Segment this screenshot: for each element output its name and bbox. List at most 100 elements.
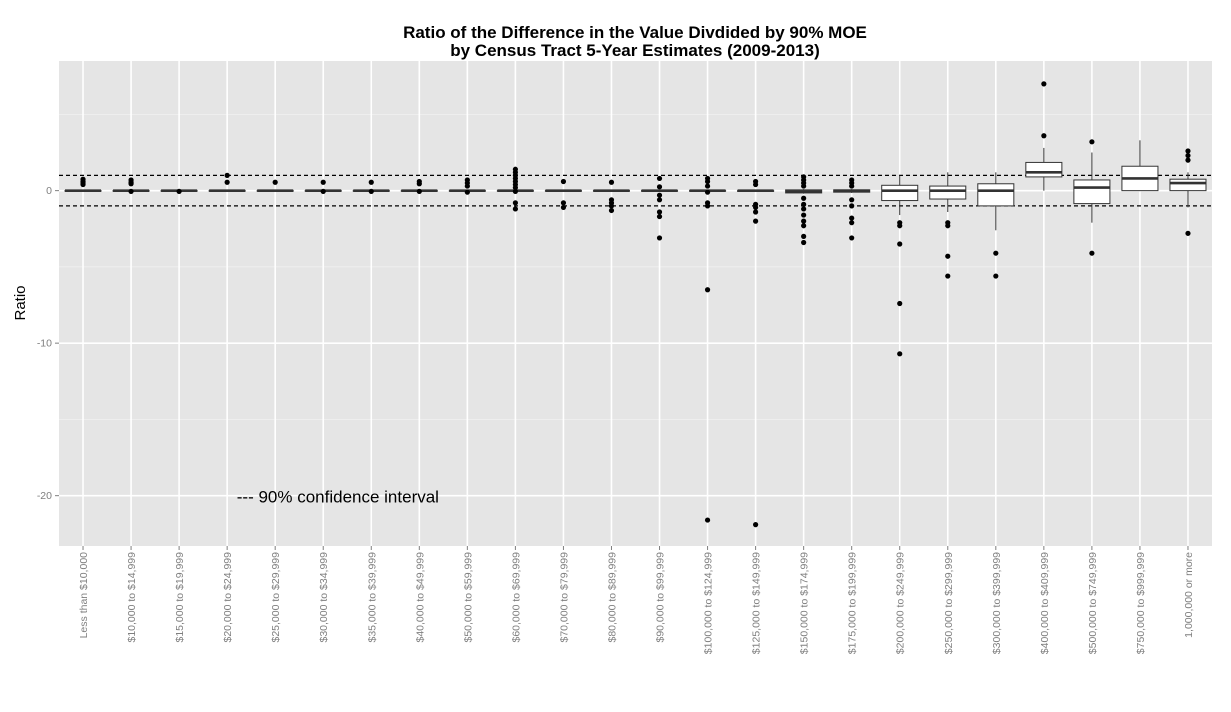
outlier-point: [1089, 139, 1095, 145]
box-1: [64, 189, 102, 192]
outlier-point: [945, 273, 951, 279]
box-17: [833, 189, 871, 193]
outlier-point: [560, 178, 567, 185]
outlier-point: [128, 188, 134, 195]
outlier-point: [1185, 230, 1191, 236]
box-body: [977, 183, 1015, 207]
outlier-point: [512, 206, 518, 212]
outlier-point: [656, 235, 663, 241]
outlier-point: [512, 200, 518, 206]
outlier-point: [608, 207, 615, 214]
outlier-point: [560, 204, 567, 211]
outlier-point: [801, 212, 807, 218]
outlier-point: [849, 235, 855, 241]
outlier-point: [897, 300, 903, 307]
outlier-point: [1185, 148, 1191, 154]
x-tick-label: $300,000 to $399,999: [991, 552, 1003, 654]
outlier-point: [704, 189, 711, 195]
outlier-point: [801, 233, 807, 239]
confidence-interval-annotation: --- 90% confidence interval: [237, 487, 439, 506]
x-tick-label: $70,000 to $79,999: [558, 552, 570, 643]
outlier-point: [897, 351, 903, 357]
outlier-point: [512, 188, 518, 195]
outlier-point: [1089, 250, 1095, 256]
plot-panel: [59, 61, 1212, 546]
outlier-point: [993, 273, 999, 279]
outlier-point: [849, 203, 855, 209]
outlier-point: [945, 253, 951, 259]
x-tick-label: $30,000 to $34,999: [318, 552, 330, 643]
x-tick-label: 1,000,000 or more: [1183, 552, 1195, 638]
x-tick-label: $35,000 to $39,999: [366, 552, 378, 643]
x-tick-label: $90,000 to $99,999: [655, 552, 667, 643]
outlier-point: [753, 218, 759, 224]
outlier-point: [945, 223, 951, 229]
outlier-point: [801, 183, 807, 189]
outlier-point: [320, 188, 326, 195]
outlier-point: [1185, 152, 1191, 159]
x-tick-label: Less than $10,000: [78, 552, 90, 639]
outlier-point: [849, 215, 855, 221]
outlier-point: [656, 175, 663, 182]
box-body: [1169, 178, 1207, 192]
outliers: [80, 81, 1191, 528]
x-tick-label: $25,000 to $29,999: [270, 552, 282, 643]
outlier-point: [512, 166, 518, 172]
box-21: [1025, 147, 1063, 191]
box-body: [881, 184, 919, 202]
outlier-point: [464, 177, 470, 183]
outlier-point: [801, 239, 807, 246]
outlier-point: [224, 179, 230, 185]
outlier-point: [416, 188, 422, 195]
outlier-point: [801, 218, 807, 224]
x-tick-label: $750,000 to $999,999: [1135, 552, 1147, 654]
chart-subtitle: by Census Tract 5-Year Estimates (2009-2…: [450, 41, 819, 60]
x-tick-label: $15,000 to $19,999: [174, 552, 186, 643]
outlier-point: [1041, 81, 1047, 87]
y-tick-label: 0: [46, 185, 52, 197]
outlier-point: [1041, 133, 1047, 139]
outlier-point: [801, 201, 807, 207]
outlier-point: [272, 179, 278, 185]
box-24: [1169, 172, 1207, 208]
box-13: [641, 189, 679, 192]
y-axis-ticks: 0 -10 -20: [37, 185, 59, 502]
outlier-point: [897, 241, 903, 247]
x-tick-label: $200,000 to $249,999: [895, 552, 907, 654]
chart-title: Ratio of the Difference in the Value Div…: [403, 23, 867, 42]
boxes: [64, 140, 1207, 231]
y-tick-label: -20: [37, 490, 52, 502]
outlier-point: [464, 189, 470, 195]
box-16: [785, 189, 823, 194]
y-axis-label: Ratio: [12, 285, 29, 320]
outlier-point: [224, 172, 230, 178]
outlier-point: [993, 250, 999, 256]
outlier-point: [656, 184, 663, 190]
x-tick-label: $50,000 to $59,999: [462, 552, 474, 643]
outlier-point: [176, 188, 182, 195]
outlier-point: [753, 181, 759, 188]
grid-lines: [59, 61, 1212, 546]
box-15: [737, 189, 775, 192]
outlier-point: [801, 223, 807, 229]
reference-lines: [59, 174, 1212, 207]
box-12: [592, 189, 630, 192]
x-tick-label: $400,000 to $409,999: [1039, 552, 1051, 654]
x-tick-label: $125,000 to $149,999: [751, 552, 763, 654]
box-4: [208, 189, 246, 192]
outlier-point: [704, 183, 711, 189]
outlier-point: [704, 178, 711, 185]
outlier-point: [1185, 157, 1191, 163]
outlier-point: [753, 209, 759, 215]
outlier-point: [560, 200, 567, 206]
x-tick-label: $250,000 to $299,999: [943, 552, 955, 654]
outlier-point: [128, 177, 134, 183]
box-11: [544, 189, 582, 192]
outlier-point: [608, 179, 615, 185]
outlier-point: [849, 220, 855, 226]
outlier-point: [704, 517, 711, 523]
outlier-point: [656, 192, 663, 198]
x-axis-ticks: Less than $10,000 $10,000 to $14,999 $15,0…: [78, 546, 1195, 654]
